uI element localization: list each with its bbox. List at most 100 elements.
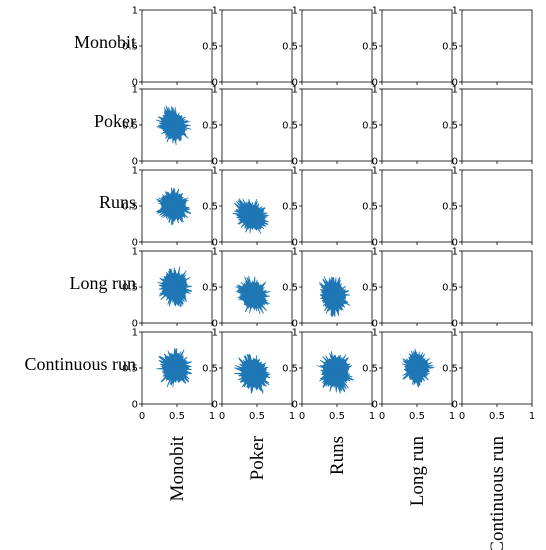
- data-point: [248, 224, 252, 228]
- y-tick-label: 0: [132, 238, 138, 249]
- y-tick-label: 0: [212, 319, 218, 330]
- data-point: [331, 378, 335, 382]
- data-point: [165, 370, 169, 374]
- data-point: [178, 289, 182, 293]
- data-point: [177, 210, 181, 214]
- y-tick-label: 0.5: [202, 364, 218, 375]
- data-point: [178, 124, 182, 128]
- data-point: [244, 377, 248, 381]
- y-tick-label: 0: [292, 400, 298, 411]
- data-point: [165, 359, 169, 363]
- data-point: [173, 294, 177, 298]
- data-point: [330, 294, 334, 298]
- y-tick-label: 0.5: [362, 42, 378, 53]
- data-point: [251, 369, 255, 374]
- x-tick-label: 0.5: [489, 411, 505, 422]
- y-tick-label: 0.5: [442, 283, 458, 294]
- y-tick-label: 1: [372, 6, 378, 17]
- data-point: [181, 374, 185, 378]
- data-point: [182, 288, 186, 292]
- x-tick-label: 0: [139, 411, 145, 422]
- data-point: [247, 303, 251, 307]
- data-point: [176, 285, 180, 289]
- scatter-cloud-1-0: [156, 105, 192, 146]
- data-point: [251, 218, 255, 222]
- data-point: [328, 362, 333, 366]
- data-point: [182, 371, 186, 375]
- data-point: [171, 125, 175, 129]
- data-point: [249, 363, 253, 367]
- y-tick-label: 1: [132, 328, 138, 339]
- data-point: [168, 205, 173, 209]
- x-tick-label: 0.5: [409, 411, 425, 422]
- x-tick-label: 1: [289, 411, 295, 422]
- scatter-cloud-3-0: [157, 266, 193, 308]
- data-point: [179, 295, 183, 299]
- y-tick-label: 0: [372, 238, 378, 249]
- data-point: [420, 373, 424, 377]
- panel-3-3: 00.51: [362, 247, 453, 330]
- y-tick-label: 0: [212, 400, 218, 411]
- data-point: [416, 374, 420, 378]
- y-tick-label: 1: [132, 166, 138, 177]
- data-point: [167, 132, 171, 136]
- data-point: [257, 215, 261, 219]
- column-label: Long run: [407, 436, 428, 507]
- y-tick-label: 0.5: [282, 202, 298, 213]
- panel-1-4: 00.51: [442, 85, 533, 168]
- data-point: [177, 195, 181, 199]
- data-point: [166, 196, 170, 200]
- data-point: [248, 301, 252, 305]
- data-point: [336, 379, 340, 384]
- data-point: [336, 376, 340, 380]
- data-point: [162, 123, 166, 127]
- y-tick-label: 0.5: [202, 202, 218, 213]
- data-point: [165, 202, 169, 206]
- x-tick-label: 1: [209, 411, 215, 422]
- data-point: [162, 282, 167, 286]
- data-point: [165, 125, 169, 129]
- panel-0-4: 00.51: [442, 6, 533, 89]
- data-point: [249, 376, 253, 380]
- data-point: [256, 294, 260, 298]
- data-point: [163, 116, 167, 120]
- data-point: [178, 277, 182, 281]
- data-point: [260, 214, 264, 218]
- panel-2-3: 00.51: [362, 166, 453, 249]
- data-point: [334, 300, 338, 304]
- data-point: [183, 284, 187, 288]
- panel-1-2: 00.51: [282, 85, 373, 168]
- data-point: [329, 299, 333, 303]
- data-point: [164, 374, 169, 378]
- y-tick-label: 0: [372, 400, 378, 411]
- y-tick-label: 0.5: [442, 364, 458, 375]
- data-point: [336, 285, 340, 289]
- y-tick-label: 0: [372, 157, 378, 168]
- data-point: [409, 373, 413, 377]
- data-point: [337, 300, 341, 304]
- data-point: [333, 292, 337, 296]
- data-point: [246, 361, 250, 365]
- data-point: [333, 367, 337, 371]
- y-tick-label: 0: [452, 78, 458, 89]
- y-tick-label: 0: [132, 157, 138, 168]
- data-point: [326, 368, 330, 372]
- y-tick-label: 0: [452, 238, 458, 249]
- data-point: [246, 368, 250, 373]
- data-point: [175, 355, 179, 359]
- data-point: [423, 371, 427, 375]
- y-tick-label: 1: [212, 6, 218, 17]
- y-tick-label: 0.5: [442, 42, 458, 53]
- x-tick-label: 0: [459, 411, 465, 422]
- data-point: [257, 368, 261, 372]
- data-point: [414, 368, 418, 372]
- data-point: [169, 194, 173, 198]
- y-tick-label: 1: [292, 6, 298, 17]
- data-point: [254, 375, 258, 379]
- panel-frame: [461, 331, 533, 405]
- panel-frame: [461, 88, 533, 162]
- data-point: [243, 367, 247, 371]
- data-point: [243, 214, 247, 218]
- data-point: [255, 225, 259, 229]
- data-point: [168, 279, 172, 283]
